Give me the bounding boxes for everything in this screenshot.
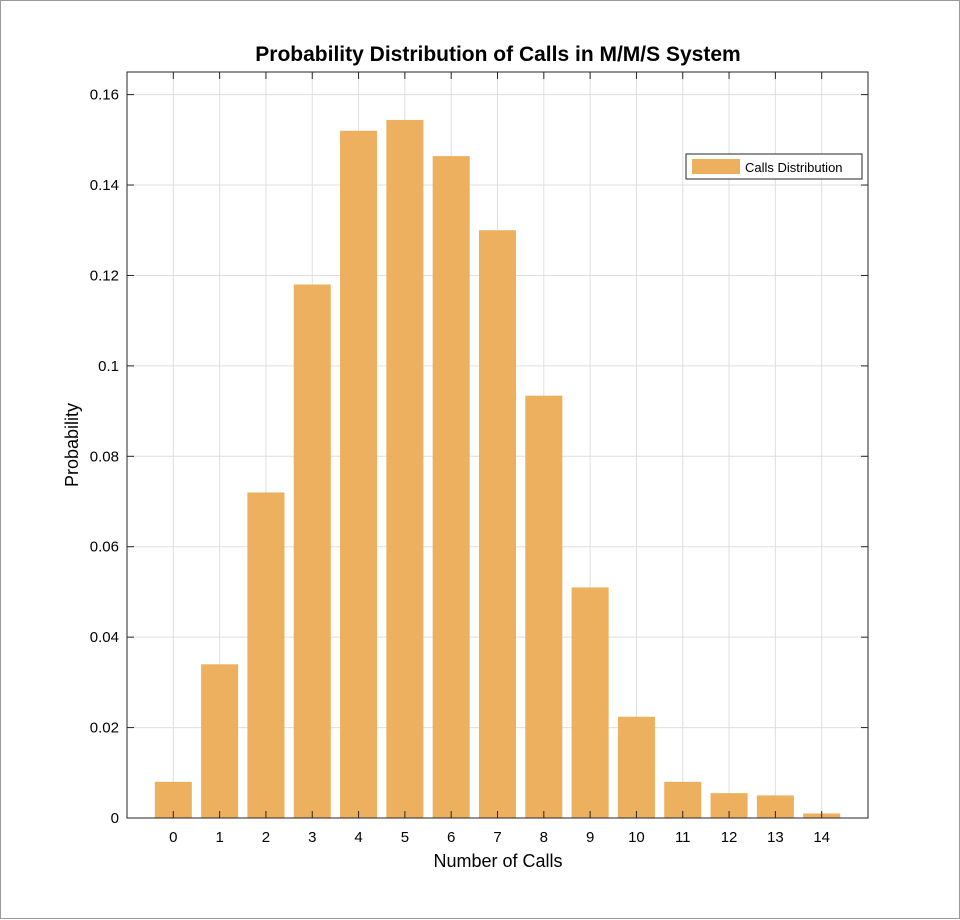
- y-tick-label: 0: [111, 810, 119, 827]
- y-tick-label: 0.08: [90, 448, 119, 465]
- x-tick-label: 4: [354, 829, 362, 846]
- bar-1[interactable]: [201, 664, 239, 818]
- bar-7[interactable]: [478, 230, 517, 818]
- x-tick-label: 10: [628, 829, 645, 846]
- legend-swatch: [692, 159, 740, 174]
- x-tick-label: 12: [721, 829, 738, 846]
- x-tick-label: 7: [493, 829, 501, 846]
- x-axis-label: Number of Calls: [433, 851, 562, 871]
- bar-2[interactable]: [247, 492, 285, 818]
- x-tick-label: 9: [586, 829, 594, 846]
- x-tick-label: 1: [215, 829, 223, 846]
- y-tick-label: 0.12: [90, 267, 119, 284]
- x-tick-label: 11: [675, 829, 691, 846]
- x-tick-label: 5: [401, 829, 409, 846]
- bar-5[interactable]: [386, 119, 424, 818]
- legend-label: Calls Distribution: [745, 160, 843, 175]
- y-axis-label: Probability: [62, 403, 82, 487]
- plot-frame: [126, 71, 869, 819]
- bar-6[interactable]: [432, 156, 470, 818]
- axis-ticks: 00.020.040.060.080.10.120.140.160 1 2 3 4 5 6 7…: [90, 72, 868, 846]
- y-tick-label: 0.14: [90, 177, 119, 194]
- x-tick-label: 3: [308, 829, 316, 846]
- bar-8[interactable]: [525, 395, 563, 818]
- x-tick-label: 14: [813, 829, 830, 846]
- bar-4[interactable]: [340, 130, 378, 818]
- x-tick-label: 2: [262, 829, 270, 846]
- bars: [154, 119, 841, 819]
- bar-13[interactable]: [756, 795, 794, 818]
- y-tick-label: 0.02: [90, 720, 119, 737]
- bar-10[interactable]: [617, 716, 655, 818]
- legend[interactable]: Calls Distribution: [685, 153, 863, 180]
- y-tick-label: 0.1: [98, 358, 119, 375]
- x-tick-label: 13: [767, 829, 784, 846]
- bar-9[interactable]: [571, 587, 609, 818]
- chart-title: Probability Distribution of Calls in M/M…: [255, 43, 740, 66]
- y-tick-label: 0.06: [90, 539, 119, 556]
- x-tick-label: 0: [169, 829, 177, 846]
- x-tick-label: 8: [540, 829, 548, 846]
- y-tick-label: 0.16: [90, 87, 119, 104]
- y-tick-label: 0.04: [90, 629, 119, 646]
- x-tick-label: 6: [447, 829, 455, 846]
- bar-3[interactable]: [293, 284, 331, 819]
